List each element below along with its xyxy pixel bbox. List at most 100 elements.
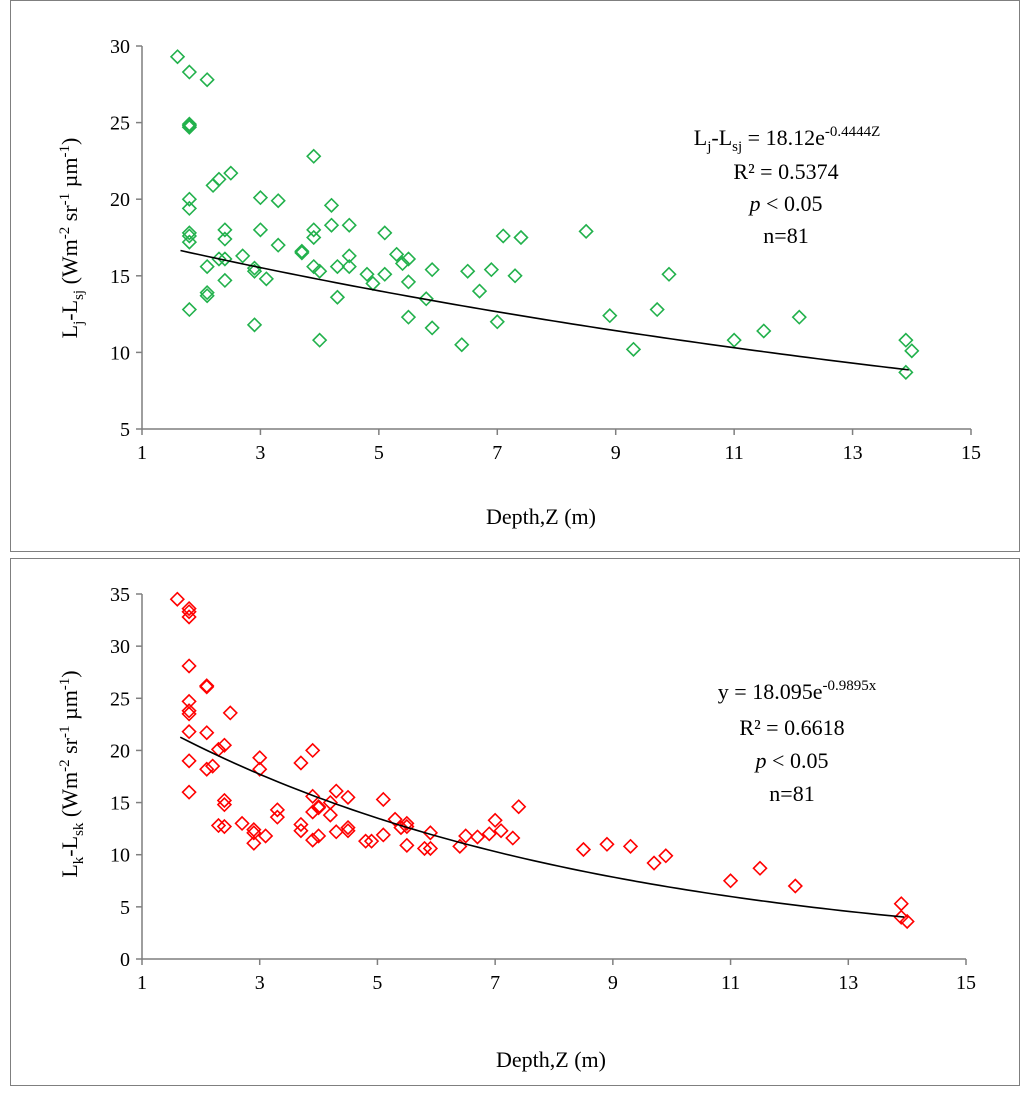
data-point bbox=[216, 797, 233, 813]
data-point bbox=[293, 755, 309, 771]
x-tick-label: 5 bbox=[374, 442, 384, 464]
data-point bbox=[181, 703, 197, 719]
x-tick-label: 11 bbox=[721, 972, 740, 994]
x-tick-label: 3 bbox=[255, 442, 265, 464]
data-point bbox=[199, 761, 215, 777]
data-point bbox=[625, 341, 642, 357]
data-point bbox=[487, 812, 503, 828]
data-point bbox=[181, 693, 197, 710]
data-point bbox=[602, 308, 618, 324]
data-point bbox=[649, 301, 665, 318]
data-point bbox=[199, 72, 215, 88]
data-point bbox=[306, 222, 322, 238]
data-point bbox=[199, 725, 215, 741]
data-point bbox=[752, 860, 768, 876]
data-point bbox=[246, 835, 262, 851]
data-point bbox=[322, 807, 338, 823]
data-point bbox=[246, 263, 263, 279]
data-point bbox=[258, 271, 274, 287]
data-point bbox=[217, 231, 233, 247]
data-point bbox=[399, 837, 415, 853]
data-point bbox=[422, 825, 439, 841]
data-point bbox=[270, 193, 286, 209]
data-point bbox=[181, 724, 197, 740]
data-point bbox=[646, 855, 662, 871]
data-point bbox=[495, 228, 511, 244]
data-point bbox=[599, 836, 615, 852]
data-point bbox=[235, 248, 251, 264]
y-tick-label: 30 bbox=[110, 36, 130, 58]
data-point bbox=[377, 225, 393, 241]
data-point bbox=[181, 234, 198, 250]
data-point bbox=[252, 761, 268, 777]
x-tick-label: 13 bbox=[838, 972, 858, 994]
y-tick-label: 15 bbox=[110, 793, 130, 815]
data-point bbox=[505, 830, 521, 846]
y-tick-label: 10 bbox=[110, 845, 130, 867]
data-point bbox=[458, 828, 474, 844]
data-point bbox=[899, 913, 915, 930]
data-point bbox=[418, 291, 434, 307]
data-point bbox=[722, 873, 739, 889]
data-point bbox=[460, 263, 476, 279]
data-point bbox=[424, 262, 440, 278]
chart-panel-top: 5 10 15 20 25 30 1 3 5 7 9 11 13 15 Depth,Z (m) Lj-Ls… bbox=[10, 0, 1020, 552]
data-point bbox=[787, 878, 803, 894]
data-point bbox=[181, 118, 198, 134]
data-point bbox=[513, 229, 529, 246]
data-point bbox=[387, 811, 403, 827]
trendline-bottom bbox=[179, 736, 905, 918]
p-value-top: p < 0.05 bbox=[748, 191, 823, 216]
data-point bbox=[181, 604, 197, 620]
data-point bbox=[306, 229, 322, 246]
r-squared-top: R² = 0.5374 bbox=[733, 159, 838, 184]
data-point bbox=[893, 896, 909, 912]
y-tick-label: 20 bbox=[110, 740, 130, 762]
data-point bbox=[205, 177, 221, 194]
data-point bbox=[210, 817, 227, 834]
data-point bbox=[234, 815, 250, 832]
data-point bbox=[305, 804, 321, 820]
x-tick-label: 7 bbox=[492, 442, 502, 464]
data-point bbox=[329, 289, 346, 305]
data-point bbox=[726, 332, 742, 348]
fit-curve bbox=[180, 249, 909, 371]
data-point bbox=[481, 826, 497, 842]
data-point bbox=[323, 217, 340, 233]
data-point bbox=[511, 799, 527, 815]
x-tick-label: 7 bbox=[490, 972, 500, 994]
data-point bbox=[400, 251, 417, 267]
data-point bbox=[246, 825, 262, 841]
data-point bbox=[394, 255, 411, 272]
data-point bbox=[323, 197, 340, 213]
data-point bbox=[181, 658, 197, 674]
x-tick-label: 5 bbox=[372, 972, 382, 994]
data-point bbox=[216, 792, 233, 809]
data-point bbox=[341, 258, 357, 275]
x-axis-title-bottom: Depth,Z (m) bbox=[496, 1047, 606, 1072]
points-top bbox=[169, 49, 920, 380]
data-point bbox=[454, 337, 470, 353]
data-point bbox=[169, 49, 186, 65]
data-point bbox=[471, 283, 488, 299]
data-point bbox=[400, 309, 417, 325]
data-point bbox=[329, 258, 346, 275]
y-tick-label: 15 bbox=[110, 266, 130, 288]
data-point bbox=[340, 819, 356, 836]
data-point bbox=[216, 818, 233, 835]
annotation-top: Lj-Lsj = 18.12e-0.4444Z R² = 0.5374 p < … bbox=[694, 124, 881, 248]
y-tick-label: 25 bbox=[110, 113, 130, 135]
data-point bbox=[388, 246, 405, 262]
data-point bbox=[181, 225, 198, 241]
data-point bbox=[306, 148, 322, 164]
data-point bbox=[658, 848, 674, 864]
data-point bbox=[181, 119, 198, 135]
data-point bbox=[223, 165, 239, 181]
x-axis-title-top: Depth,Z (m) bbox=[486, 504, 596, 529]
data-point bbox=[181, 600, 197, 617]
x-tick-label: 11 bbox=[725, 442, 744, 464]
data-point bbox=[400, 274, 417, 290]
data-point bbox=[199, 288, 215, 304]
